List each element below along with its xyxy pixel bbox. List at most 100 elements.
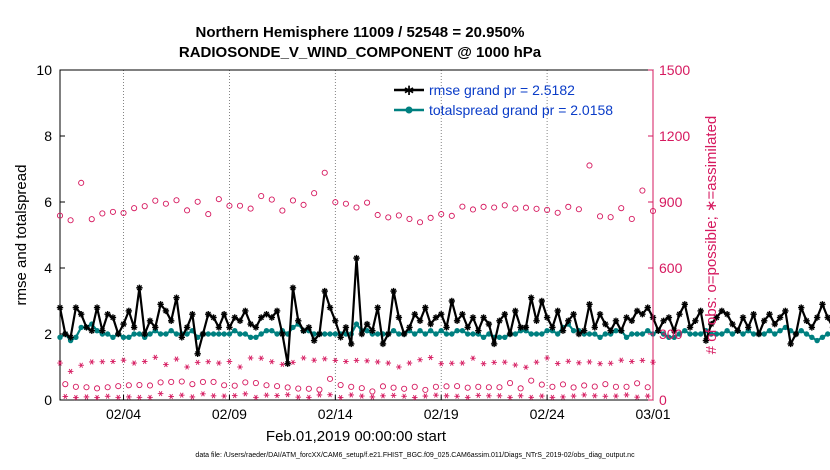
- rmse-point: [771, 320, 778, 328]
- obs-assimilated-marker: [321, 356, 328, 362]
- rmse-point: [639, 311, 646, 318]
- rmse-point: [130, 324, 138, 331]
- obs-assimilated-marker: [348, 392, 355, 398]
- obs-possible-marker: [120, 209, 127, 217]
- obs-possible-marker: [623, 383, 630, 390]
- totalspread-point: [623, 334, 630, 340]
- obs-possible-marker: [125, 382, 132, 389]
- obs-assimilated-marker: [221, 393, 227, 399]
- obs-assimilated-marker: [586, 359, 593, 365]
- obs-possible-marker: [528, 377, 535, 384]
- y-left-tick-label: 4: [44, 260, 52, 276]
- rmse-point: [623, 314, 630, 321]
- totalspread-point: [126, 334, 132, 340]
- totalspread-point: [750, 331, 757, 337]
- legend-rmse-text: rmse grand pr = 2.5182: [429, 82, 575, 98]
- rmse-point: [723, 311, 731, 318]
- obs-possible-marker: [274, 383, 281, 390]
- rmse-point: [279, 330, 286, 338]
- rmse-point: [99, 327, 106, 334]
- totalspread-point: [639, 331, 646, 337]
- y-right-tick-label: 900: [659, 194, 683, 210]
- obs-possible-marker: [618, 205, 625, 212]
- totalspread-point: [470, 331, 476, 337]
- rmse-point: [760, 317, 768, 324]
- y-right-tick-label: 300: [659, 326, 683, 342]
- obs-possible-marker: [454, 383, 461, 390]
- rmse-point: [337, 334, 344, 341]
- totalspread-point: [464, 331, 471, 337]
- rmse-point: [443, 324, 450, 331]
- rmse-point: [348, 340, 355, 348]
- obs-possible-marker: [644, 384, 651, 391]
- obs-possible-marker: [136, 381, 143, 389]
- obs-assimilated-marker: [390, 392, 397, 399]
- obs-assimilated-marker: [533, 359, 540, 365]
- obs-assimilated-marker: [141, 358, 148, 365]
- obs-assimilated-marker: [62, 393, 69, 400]
- totalspread-point: [602, 331, 609, 337]
- obs-assimilated-marker: [470, 355, 476, 361]
- totalspread-point: [258, 331, 264, 337]
- rmse-point: [385, 330, 392, 338]
- totalspread-point: [819, 334, 826, 340]
- obs-possible-marker: [501, 202, 508, 209]
- rmse-point: [633, 307, 641, 315]
- rmse-point: [575, 330, 583, 338]
- rmse-point: [395, 314, 403, 321]
- rmse-point: [199, 330, 207, 338]
- obs-possible-marker: [416, 219, 424, 226]
- rmse-point: [210, 314, 217, 321]
- totalspread-point: [629, 331, 635, 337]
- obs-possible-marker: [422, 386, 429, 393]
- legend-spread-marker: [405, 106, 413, 114]
- obs-assimilated-marker: [544, 355, 550, 361]
- x-tick-label: 02/19: [424, 406, 459, 422]
- rmse-point: [745, 324, 752, 331]
- rmse-point: [141, 330, 148, 338]
- totalspread-point: [274, 331, 280, 337]
- rmse-point: [708, 320, 715, 328]
- obs-assimilated-marker: [396, 364, 402, 370]
- totalspread-point: [390, 328, 397, 334]
- chart-title: Northern Hemisphere 11009 / 52548 = 20.9…: [195, 24, 525, 41]
- obs-assimilated-marker: [210, 393, 217, 399]
- rmse-point: [533, 317, 540, 324]
- obs-possible-marker: [189, 381, 196, 388]
- totalspread-point: [168, 328, 174, 334]
- obs-possible-marker: [432, 383, 439, 390]
- rmse-point: [686, 324, 694, 331]
- obs-possible-marker: [88, 216, 95, 223]
- totalspread-point: [512, 331, 519, 337]
- totalspread-point: [237, 331, 243, 337]
- totalspread-point: [533, 331, 540, 337]
- obs-possible-marker: [427, 214, 434, 221]
- rmse-series: [56, 254, 830, 367]
- totalspread-point: [671, 334, 677, 340]
- obs-assimilated-marker: [374, 359, 381, 365]
- y-left-tick-label: 10: [36, 62, 52, 78]
- obs-possible-marker: [305, 385, 312, 392]
- rmse-point: [459, 311, 466, 318]
- rmse-point: [676, 311, 683, 318]
- data-file-footnote: data file: /Users/raeder/DAI/ATM_forcXX/…: [195, 452, 635, 459]
- obs-possible-marker: [184, 207, 191, 214]
- rmse-point: [77, 311, 85, 318]
- rmse-point: [379, 340, 387, 348]
- obs-possible-marker: [157, 379, 164, 386]
- grid-lines: [123, 70, 654, 400]
- obs-assimilated-marker: [406, 360, 413, 366]
- obs-possible-marker: [67, 217, 74, 224]
- obs-assimilated-marker: [449, 360, 455, 366]
- rmse-point: [146, 317, 154, 324]
- obs-possible-marker: [252, 380, 259, 387]
- totalspread-point: [120, 334, 127, 340]
- rmse-point: [448, 297, 455, 305]
- obs-possible-marker: [401, 385, 408, 392]
- totalspread-point: [713, 331, 720, 337]
- totalspread-point: [226, 331, 233, 337]
- y-left-tick-label: 8: [44, 128, 52, 144]
- totalspread-point: [803, 331, 810, 337]
- totalspread-point: [586, 331, 593, 337]
